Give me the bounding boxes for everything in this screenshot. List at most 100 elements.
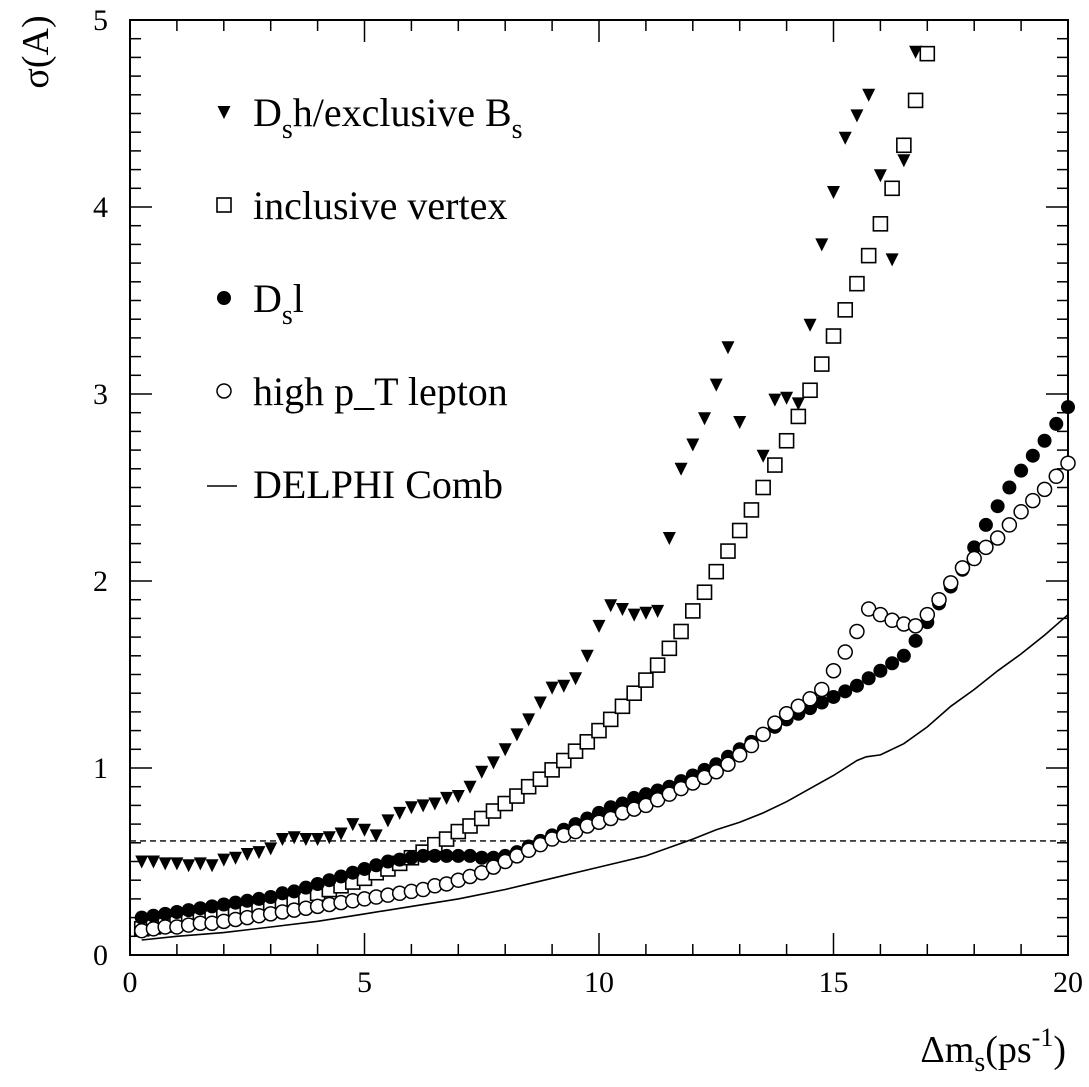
legend-marker-ds_l	[217, 291, 231, 305]
legend-entry-ds_l: Dsl	[217, 276, 304, 331]
data-point-ds_h	[780, 391, 794, 405]
data-point-high_pt	[1013, 504, 1029, 520]
data-point-ds_l	[896, 648, 911, 663]
data-point-ds_l	[134, 910, 149, 925]
data-point-ds_l	[1061, 400, 1075, 415]
data-point-ds_h	[275, 833, 289, 847]
data-point-ds_h	[850, 109, 864, 123]
data-point-high_pt	[954, 560, 971, 576]
data-point-ds_l	[849, 678, 864, 693]
data-point-ds_l	[474, 850, 489, 865]
data-point-ds_l	[392, 852, 407, 867]
data-point-incl_vertex	[731, 522, 748, 539]
data-point-incl_vertex	[755, 479, 771, 496]
data-point-incl_vertex	[626, 685, 642, 702]
y-tick-labels: 0 1 2 3 4 5	[93, 4, 108, 972]
data-point-incl_vertex	[743, 502, 760, 518]
data-point-incl_vertex	[790, 408, 807, 425]
data-point-ds_l	[814, 695, 829, 710]
data-point-ds_h	[440, 791, 454, 805]
data-point-ds_h	[533, 696, 547, 710]
data-point-ds_h	[381, 814, 395, 828]
data-point-ds_h	[545, 681, 559, 695]
data-point-ds_l	[908, 633, 923, 648]
y-tick-label: 0	[93, 939, 108, 972]
data-point-ds_l	[638, 787, 653, 802]
data-point-high_pt	[1001, 517, 1018, 533]
data-point-incl_vertex	[896, 137, 912, 154]
data-point-high_pt	[849, 623, 865, 640]
data-point-ds_h	[240, 848, 254, 862]
data-point-ds_l	[287, 884, 302, 899]
data-point-high_pt	[755, 726, 771, 743]
data-point-ds_h	[393, 806, 407, 820]
data-point-ds_h	[182, 859, 196, 873]
legend-label-high_pt: high p_T lepton	[253, 369, 508, 414]
legend-entry-incl_vertex: inclusive vertex	[216, 183, 507, 228]
data-point-ds_h	[639, 606, 653, 620]
data-point-incl_vertex	[720, 543, 736, 559]
data-point-ds_h	[756, 449, 770, 463]
data-point-high_pt	[814, 681, 830, 698]
data-point-ds_h	[615, 603, 629, 617]
data-point-ds_h	[733, 416, 747, 430]
data-point-high_pt	[1036, 481, 1053, 498]
legend-label-ds_h: Dsh/exclusive Bs	[253, 90, 523, 145]
data-point-ds_l	[298, 880, 313, 895]
data-point-ds_l	[627, 790, 642, 805]
data-point-ds_l	[1049, 416, 1064, 431]
legend-entry-high_pt: high p_T lepton	[216, 369, 508, 414]
data-point-incl_vertex	[884, 180, 900, 197]
data-point-ds_h	[897, 154, 911, 168]
data-point-ds_l	[439, 848, 454, 863]
data-point-high_pt	[919, 606, 936, 623]
data-point-high_pt	[802, 691, 818, 707]
data-point-ds_l	[826, 689, 841, 704]
data-point-ds_h	[486, 756, 500, 770]
x-tick-label: 5	[357, 966, 372, 999]
series-delphi	[141, 614, 1069, 941]
data-point-ds_l	[416, 848, 431, 863]
legend-label-incl_vertex: inclusive vertex	[253, 183, 507, 228]
data-point-ds_h	[709, 378, 723, 392]
data-point-ds_h	[909, 45, 923, 59]
y-tick-label: 5	[93, 4, 108, 37]
data-point-ds_h	[662, 531, 676, 545]
data-point-ds_h	[569, 672, 583, 686]
data-point-ds_l	[990, 499, 1005, 514]
data-point-ds_l	[451, 848, 466, 863]
data-point-high_pt	[720, 756, 736, 773]
data-point-high_pt	[1048, 468, 1065, 485]
data-point-ds_l	[146, 908, 161, 923]
data-point-ds_l	[885, 656, 900, 671]
data-point-incl_vertex	[544, 762, 560, 778]
data-point-ds_h	[287, 831, 301, 845]
data-point-ds_h	[557, 679, 571, 693]
data-point-ds_h	[416, 799, 430, 813]
legend-marker-ds_h	[217, 106, 231, 119]
data-point-incl_vertex	[813, 356, 830, 372]
data-point-ds_h	[873, 169, 887, 183]
x-tick-label: 15	[819, 966, 849, 999]
data-point-ds_l	[463, 848, 478, 863]
data-point-ds_l	[205, 899, 220, 914]
data-point-ds_h	[193, 857, 207, 871]
y-tick-label: 3	[93, 378, 108, 411]
data-point-ds_l	[1014, 463, 1029, 478]
data-point-ds_h	[358, 823, 371, 837]
data-point-incl_vertex	[825, 328, 842, 344]
axis-ticks	[129, 19, 1069, 956]
data-point-ds_h	[686, 438, 700, 452]
data-point-ds_h	[428, 797, 442, 811]
data-point-ds_h	[721, 341, 735, 355]
data-point-ds_h	[404, 801, 418, 815]
data-point-ds_h	[674, 462, 688, 476]
data-point-ds_h	[862, 88, 876, 102]
data-point-high_pt	[907, 618, 924, 634]
data-point-incl_vertex	[602, 711, 619, 728]
data-point-high_pt	[931, 591, 947, 608]
data-point-ds_h	[522, 713, 536, 727]
x-tick-labels: 0 5 10 15 20	[123, 966, 1084, 999]
data-point-ds_l	[251, 891, 266, 906]
data-point-ds_h	[451, 790, 465, 804]
